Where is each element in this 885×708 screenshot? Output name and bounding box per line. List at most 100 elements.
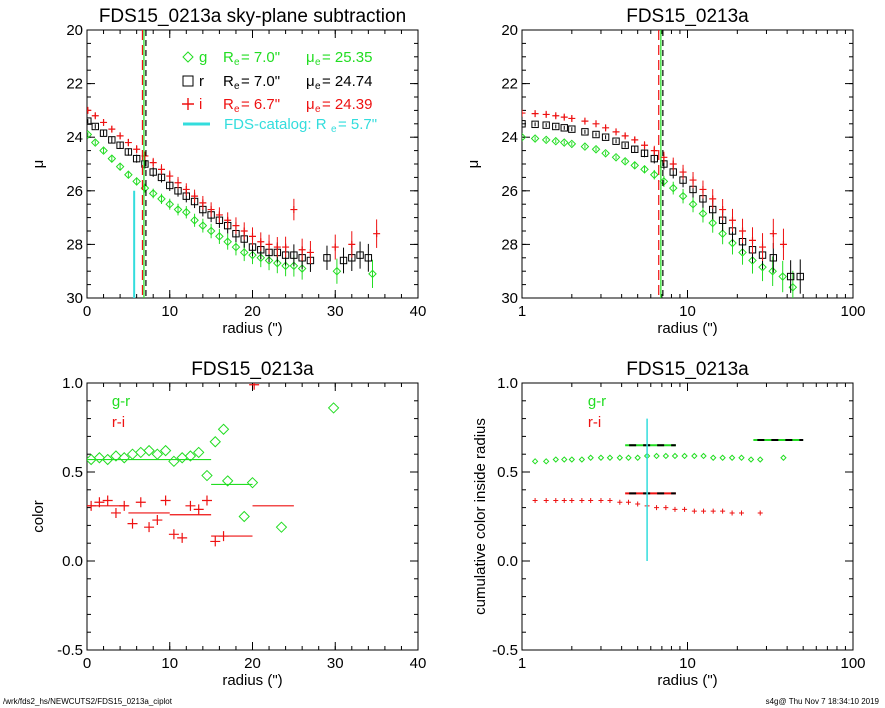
data-point-r	[601, 133, 610, 141]
data-point-r	[650, 154, 658, 163]
x-tick-label: 10	[161, 303, 178, 320]
data-point-g	[678, 191, 688, 201]
data-point-i	[166, 172, 174, 180]
data-point-r-i	[127, 518, 138, 529]
data-point-r	[166, 181, 174, 190]
data-point-g-r	[184, 450, 197, 462]
legend-catalog-label: FDS-catalog: R	[224, 116, 327, 133]
data-point-g-r	[561, 456, 568, 463]
x-tick-label: 0	[83, 303, 91, 320]
data-point-g-r	[327, 402, 340, 414]
data-point-r-i	[682, 506, 688, 512]
data-point-r	[769, 254, 778, 262]
data-point-i	[174, 179, 182, 187]
x-tick-label: 0	[83, 655, 91, 672]
data-point-g	[541, 135, 551, 145]
data-point-g	[530, 134, 540, 143]
data-point-r-i	[569, 497, 575, 503]
data-point-r-i	[663, 505, 669, 511]
data-point-g-r	[671, 452, 679, 460]
y-axis-label: color	[30, 500, 47, 533]
data-point-i	[669, 160, 677, 168]
legend-re-i: R	[223, 96, 234, 113]
data-point-i	[748, 236, 756, 244]
legend-catalog-value: = 5.7"	[338, 116, 377, 133]
data-point-i	[739, 227, 747, 235]
data-point-i	[290, 206, 298, 214]
x-tick-label: 1	[518, 303, 526, 320]
y-tick-label: 22	[501, 76, 518, 93]
data-point-r	[542, 121, 550, 129]
data-point-g	[718, 229, 727, 238]
data-point-i	[689, 176, 697, 184]
data-point-g-r	[597, 454, 605, 461]
data-point-g	[215, 232, 224, 241]
data-point-g	[728, 238, 737, 248]
data-point-g-r	[238, 510, 250, 523]
data-point-r	[339, 256, 348, 265]
data-point-i	[621, 132, 629, 140]
data-point-g-r	[217, 423, 230, 435]
data-point-r	[290, 251, 298, 259]
data-point-g-r	[101, 453, 114, 466]
legend-mu-r: μ	[306, 73, 315, 90]
data-point-i	[581, 117, 589, 125]
y-tick-label: 28	[66, 236, 83, 253]
data-point-g-r	[118, 452, 130, 464]
x-tick-label: 1	[518, 655, 526, 672]
y-tick-label: 0.0	[497, 553, 518, 570]
data-point-r	[552, 122, 560, 131]
data-point-g-r	[780, 454, 787, 461]
chart-panel-3: 0 10 20 30 40 -0.5 0.0 0.5 1.0 FDS15_0213aradius …	[30, 359, 426, 689]
data-point-r	[581, 128, 589, 136]
legend-mu-g: μ	[306, 49, 315, 66]
data-point-g	[173, 205, 183, 214]
data-point-r	[621, 141, 629, 149]
y-tick-label: 20	[501, 22, 518, 39]
data-point-g-r	[653, 452, 660, 460]
data-point-g	[698, 209, 708, 218]
data-point-i	[522, 109, 526, 117]
data-point-r	[116, 141, 124, 149]
data-point-g	[591, 144, 601, 154]
data-point-i	[116, 132, 124, 140]
data-point-g	[289, 261, 299, 271]
data-point-g-r	[193, 446, 205, 459]
data-point-g	[256, 253, 266, 263]
data-point-i	[759, 243, 767, 251]
data-point-i	[709, 195, 717, 203]
plot-frame	[521, 29, 854, 299]
data-point-r	[531, 120, 539, 129]
data-point-g-r	[246, 476, 259, 489]
data-point-r-i	[185, 500, 196, 511]
data-point-g-r	[542, 458, 550, 465]
data-point-r-i	[710, 508, 716, 514]
data-point-i	[191, 192, 199, 200]
y-tick-label: 30	[501, 290, 518, 307]
footer-file-path: /wrk/fds2_hs/NEWCUTS2/FDS15_0213a_ciplot	[3, 697, 172, 706]
data-point-r-i	[739, 510, 745, 516]
data-point-g-r	[209, 436, 221, 448]
y-axis-label: cumulative color inside radius	[472, 418, 489, 615]
data-point-r	[592, 130, 600, 139]
legend-r-i: r-i	[588, 414, 601, 431]
data-point-r	[149, 168, 157, 176]
data-point-g	[368, 269, 377, 279]
data-point-g	[620, 157, 630, 166]
data-point-g	[157, 194, 166, 204]
data-point-g-r	[700, 452, 707, 460]
data-point-r-i	[249, 383, 260, 390]
data-point-i	[87, 106, 92, 114]
data-point-r-i	[532, 497, 538, 503]
data-point-i	[728, 216, 736, 224]
data-point-r-i	[720, 508, 726, 514]
data-point-g	[580, 142, 590, 151]
data-point-g-r	[135, 446, 147, 459]
data-point-i	[257, 238, 265, 246]
y-tick-label: 30	[66, 290, 83, 307]
legend-band-r: r	[199, 73, 204, 90]
data-point-g-r	[662, 452, 670, 460]
data-point-g-r	[275, 521, 288, 533]
y-tick-label: 26	[66, 183, 83, 200]
